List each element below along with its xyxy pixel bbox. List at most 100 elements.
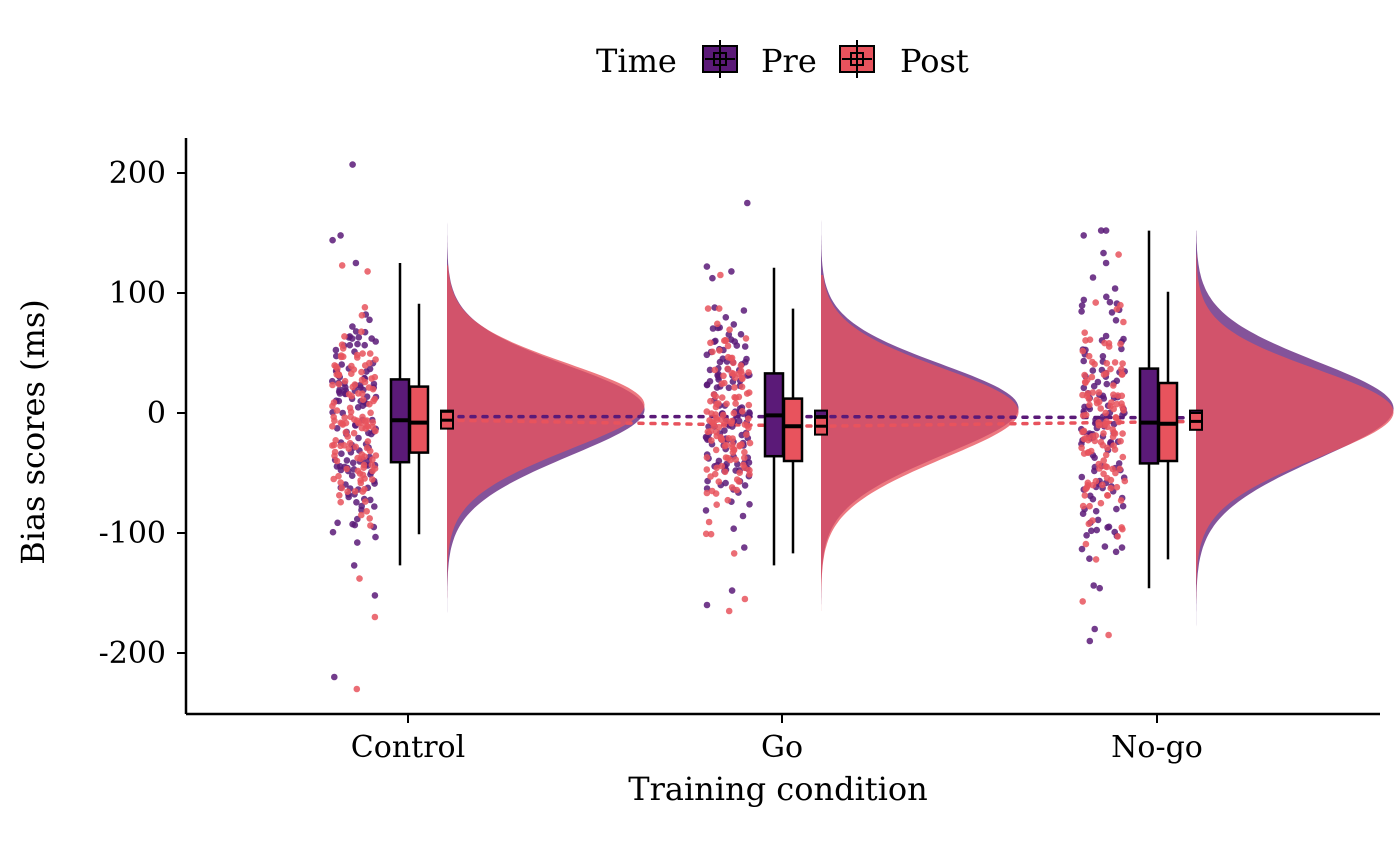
rain-point: [1094, 516, 1102, 524]
rain-point: [337, 442, 344, 450]
rain-point: [1117, 340, 1124, 348]
rain-point: [1095, 422, 1103, 429]
rain-point: [354, 539, 361, 546]
rain-point: [715, 305, 723, 312]
mean-layer: [440, 409, 1203, 436]
rain-point: [339, 345, 347, 352]
rain-point-outlier: [371, 592, 379, 599]
rain-point: [1118, 371, 1126, 378]
rain-point: [1096, 465, 1103, 472]
rain-point: [1089, 481, 1097, 489]
rain-point: [1116, 465, 1123, 473]
rain-point: [718, 462, 726, 470]
rain-point: [1110, 391, 1117, 399]
rain-point: [739, 512, 747, 520]
rain-point: [1111, 285, 1119, 292]
rain-point: [1078, 302, 1086, 309]
rain-point: [366, 316, 373, 324]
rain-point: [1080, 357, 1087, 365]
boxplot-pre: [1138, 230, 1160, 589]
rain-point: [349, 383, 357, 391]
y-tick-label: -100: [99, 516, 166, 551]
rain-point-outlier: [338, 262, 346, 269]
rain-point: [724, 496, 732, 504]
rain-point: [333, 407, 341, 414]
rain-point: [337, 353, 345, 361]
x-tick: No-go: [1111, 714, 1203, 765]
rain-point: [703, 454, 711, 461]
rain-point: [1107, 484, 1114, 492]
rain-point: [729, 444, 736, 451]
rain-point: [350, 429, 358, 437]
rain-point: [349, 459, 357, 467]
rain-point: [741, 464, 748, 472]
rain-point: [741, 421, 749, 428]
rain-point: [1097, 405, 1104, 412]
rain-point: [1112, 469, 1119, 477]
rain-point: [703, 466, 711, 473]
rain-layer: [329, 161, 1129, 693]
rain-point: [352, 443, 360, 451]
rain-point: [713, 432, 720, 440]
rain-point-outlier: [349, 161, 356, 168]
rain-point: [712, 414, 720, 422]
rain-point: [1092, 507, 1100, 515]
rain-point: [1119, 360, 1126, 367]
rain-point: [358, 368, 365, 376]
rain-point: [705, 518, 713, 526]
rain-point: [337, 466, 345, 474]
rain-point-outlier: [364, 268, 371, 275]
rain-point: [741, 343, 749, 350]
rain-point: [1106, 298, 1114, 306]
rain-point: [1092, 556, 1100, 563]
rain-point: [1078, 473, 1086, 481]
rain-point: [332, 363, 340, 370]
y-tick: 200: [109, 156, 186, 191]
rain-point: [1102, 451, 1110, 459]
rain-point: [1102, 332, 1110, 340]
rain-point: [737, 362, 745, 369]
rain-point: [718, 394, 726, 401]
rain-point: [344, 488, 351, 496]
rain-point: [338, 361, 346, 368]
rain-point: [746, 439, 754, 447]
density-layer: [447, 164, 1394, 689]
rain-point: [715, 423, 723, 431]
rain-point: [1089, 389, 1097, 396]
x-tick-label: No-go: [1111, 730, 1203, 765]
rain-point: [1085, 520, 1093, 528]
rain-point: [722, 479, 729, 487]
rain-point: [721, 468, 729, 476]
rain-point: [1092, 432, 1100, 439]
x-tick: Control: [351, 714, 465, 765]
rain-point: [1103, 293, 1110, 301]
rain-point: [1117, 497, 1125, 504]
rain-point: [1095, 389, 1103, 396]
rain-point: [728, 354, 736, 362]
rain-point: [369, 467, 376, 475]
rain-point-outlier: [1086, 637, 1094, 645]
rain-point: [369, 456, 376, 464]
rain-point: [713, 501, 720, 509]
rain-point: [1088, 373, 1096, 381]
rain-point: [354, 404, 362, 411]
rain-point: [358, 376, 366, 384]
x-axis-title: Training condition: [628, 770, 928, 808]
rain-point: [329, 528, 337, 536]
rain-point-outlier: [728, 587, 736, 594]
rain-point: [1079, 510, 1087, 517]
rain-point: [332, 346, 340, 354]
rain-point: [746, 501, 753, 508]
rain-point: [1115, 460, 1123, 467]
legend-label-post: Post: [900, 42, 969, 80]
rain-point: [1110, 442, 1117, 449]
rain-point: [352, 259, 360, 267]
rain-point: [330, 413, 338, 421]
rain-point: [368, 375, 375, 382]
rain-point: [371, 503, 378, 510]
rain-point: [351, 488, 359, 495]
rain-point: [345, 391, 353, 398]
rain-point: [355, 390, 362, 397]
rain-point: [1089, 358, 1096, 366]
rain-point: [731, 394, 738, 401]
